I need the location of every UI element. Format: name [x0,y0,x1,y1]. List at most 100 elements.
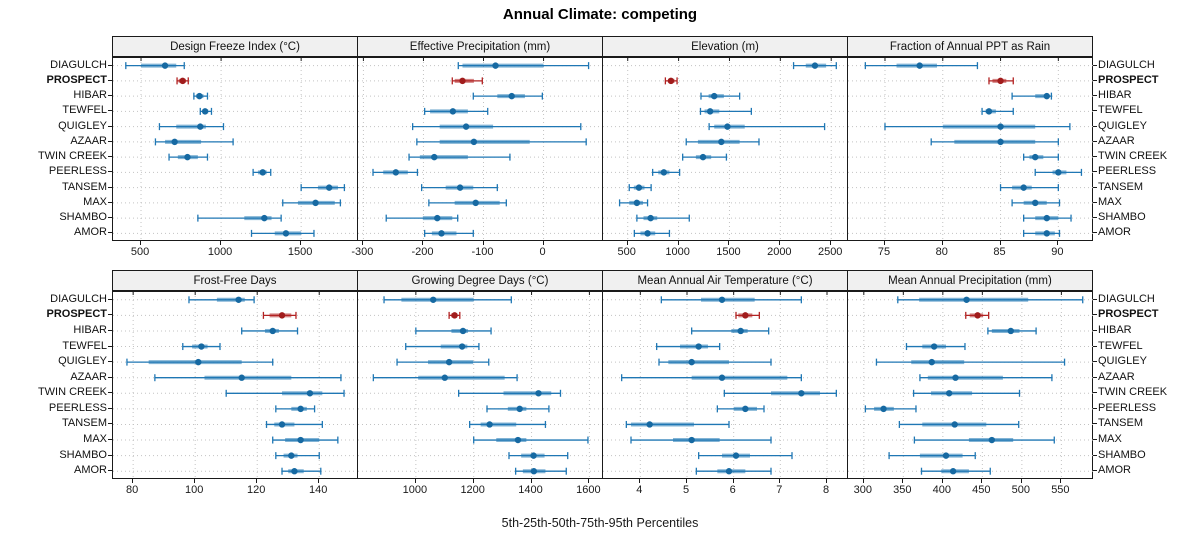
interval-diagulch [383,296,512,304]
median-dot [492,62,499,69]
y-axis-tick-left [108,217,112,219]
median-dot [737,327,744,335]
station-label-right-azaar: AZAAR [1098,134,1135,147]
y-axis-tick-left [108,376,112,378]
x-axis-tick [318,479,320,483]
chart-title: Annual Climate: competing [502,6,698,23]
median-dot [695,343,702,350]
interval-azaar [154,374,342,382]
interval-prospect [664,77,678,85]
x-axis-tick [732,479,734,483]
station-label-right-quigley: QUIGLEY [1098,119,1147,132]
median-dot [269,327,276,335]
panel-strip-frost-free-days: Frost-Free Days [112,270,358,291]
median-dot [644,230,651,237]
panel-fraction-of-annual-ppt-as-rain [847,57,1093,241]
interval-amor [250,229,315,237]
station-label-right-tansem: TANSEM [1098,417,1144,430]
x-axis-tick-label: 1200 [460,484,485,496]
x-axis-tick-label: 500 [617,246,636,258]
median-dot [195,358,202,366]
interval-diagulch [125,62,185,70]
interval-max [913,436,1055,444]
x-axis-tick [1060,479,1062,483]
median-dot [456,184,464,191]
x-axis-tick [194,479,196,483]
median-dot [1032,199,1039,207]
x-axis-tick-label: 1000 [207,246,233,258]
interval-tewfel [905,343,966,351]
median-dot [949,468,957,475]
x-axis-tick [826,479,827,483]
median-dot [235,296,242,303]
x-axis-tick-label: 450 [972,484,991,496]
panel-effective-precipitation-mm- [357,57,603,241]
interval-hibar [987,327,1037,335]
median-dot [445,358,453,366]
median-dot [725,468,733,475]
station-label-right-shambo: SHAMBO [1098,448,1146,461]
x-axis-tick [542,241,544,245]
interval-shambo [197,214,282,222]
x-axis-tick-label: -300 [351,246,374,258]
station-label-left-tansem: TANSEM [61,180,107,193]
x-axis-tick [883,241,885,245]
x-axis-tick-label: 4 [636,484,643,496]
x-axis-tick-label: 1600 [576,484,601,496]
x-axis-tick [472,479,474,483]
interval-peerless [1034,168,1083,176]
y-axis-tick-right [1093,470,1097,472]
y-axis-tick-left [108,95,112,97]
median-dot [392,169,400,176]
interval-twin-creek [458,389,562,397]
median-dot [880,405,887,413]
station-label-left-tewfel: TEWFEL [62,104,107,117]
interval-peerless [372,168,419,176]
interval-diagulch [897,296,1084,304]
median-dot [1032,153,1039,161]
median-dot [288,452,295,459]
interval-tansem [628,184,652,192]
interval-tewfel [405,343,480,351]
median-dot [633,199,641,207]
interval-twin-creek [225,389,345,397]
interval-quigley [708,123,826,131]
x-axis-tick-label: 500 [1011,484,1031,496]
interval-diagulch [188,296,255,304]
y-axis-tick-left [108,470,112,472]
panel-plot-effective-precipitation-mm- [358,58,603,241]
y-axis-tick-right [1093,361,1097,363]
x-axis-tick-label: 140 [309,484,328,496]
interval-max [282,199,342,207]
interval-hibar [1011,92,1053,100]
interval-twin-creek [1023,153,1059,161]
x-axis-tick [779,241,781,245]
interval-shambo [888,452,976,460]
interval-amor [424,229,474,237]
y-axis-tick-right [1093,423,1097,425]
station-label-left-diagulch: DIAGULCH [50,58,107,71]
median-dot [434,214,441,222]
interval-max [272,436,339,444]
median-dot [699,153,707,161]
x-axis-tick [422,241,424,245]
interval-tansem [625,420,730,428]
y-axis-tick-right [1093,454,1097,456]
x-axis-tick [999,241,1001,245]
x-axis-tick [414,479,416,483]
y-axis-tick-left [108,171,112,173]
panel-strip-effective-precipitation-mm-: Effective Precipitation (mm) [357,36,603,57]
interval-tewfel [699,107,752,115]
y-axis-tick-right [1093,171,1097,173]
median-dot [718,296,726,303]
median-dot [197,123,204,130]
station-label-right-prospect: PROSPECT [1098,73,1159,86]
interval-diagulch [660,296,802,304]
interval-tansem [469,420,547,428]
x-axis-tick-label: 350 [893,484,912,496]
station-label-left-max: MAX [83,433,107,446]
median-dot [297,405,304,413]
interval-prospect [451,77,483,85]
y-axis-tick-right [1093,376,1097,378]
y-axis-tick-right [1093,439,1097,441]
